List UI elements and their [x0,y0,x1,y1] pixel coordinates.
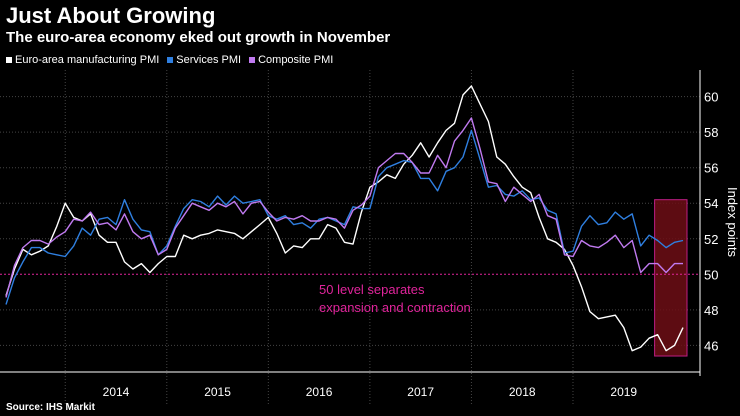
series-line-manufacturing [5,85,684,352]
annotation-line-1: 50 level separates [319,282,425,297]
legend-item-services: Services PMI [167,54,241,66]
y-tick-label-58: 58 [704,125,718,140]
legend-label-services: Services PMI [176,54,242,66]
x-tick-label-2019: 2019 [610,385,637,399]
legend-swatch-services [167,57,174,63]
legend-label-composite: Composite PMI [258,54,334,66]
series-line-composite [5,117,683,298]
highlight-region [654,199,688,357]
legend-swatch-composite [249,57,256,63]
x-tick-label-2017: 2017 [407,385,434,399]
legend-swatch-manufacturing [6,57,12,63]
legend: Euro-area manufacturing PMI Services PMI… [6,54,333,66]
axes: 46 48 50 52 54 56 58 60 2014 2015 2016 2017 2018 2019 [0,70,718,399]
y-tick-label-54: 54 [704,196,718,211]
y-tick-label-48: 48 [704,303,718,318]
legend-item-composite: Composite PMI [249,54,333,66]
legend-item-manufacturing: Euro-area manufacturing PMI [6,54,159,66]
gridlines [0,70,700,404]
source-note: Source: IHS Markit [6,402,95,413]
reference-annotation: 50 level separates expansion and contrac… [319,282,471,315]
y-tick-label-56: 56 [704,161,718,176]
y-tick-label-50: 50 [704,267,718,282]
y-tick-label-46: 46 [704,338,718,353]
x-tick-label-2016: 2016 [306,385,333,399]
x-tick-label-2015: 2015 [204,385,231,399]
annotation-line-2: expansion and contraction [319,300,471,315]
y-tick-label-60: 60 [704,90,718,105]
x-tick-label-2014: 2014 [103,385,130,399]
highlight-box [654,199,688,357]
x-tick-label-2018: 2018 [509,385,536,399]
series-lines [5,85,684,352]
y-tick-label-52: 52 [704,232,718,247]
y-axis-label: Index points [725,187,740,258]
legend-label-manufacturing: Euro-area manufacturing PMI [15,54,160,66]
series-line-services [5,129,684,305]
chart-subtitle: The euro-area economy eked out growth in… [6,29,391,46]
chart-title: Just About Growing [6,3,216,28]
